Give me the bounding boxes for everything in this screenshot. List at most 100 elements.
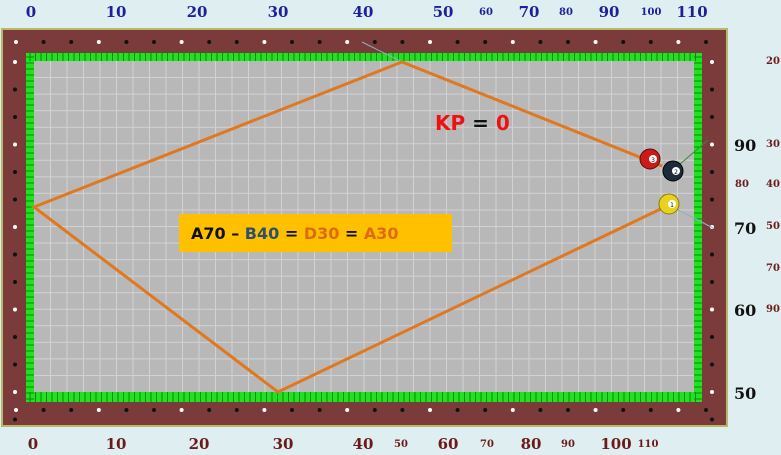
bottom-diamond-label: 110 — [637, 439, 659, 450]
top-diamond-label: 110 — [676, 3, 708, 21]
right-diamond-label: 20 — [766, 56, 780, 67]
diamond-marker — [676, 408, 681, 412]
ball-1-number: 1 — [670, 202, 674, 209]
right-diamond-label: 80 — [735, 179, 749, 190]
diamond-marker — [621, 408, 626, 412]
diamond-marker — [648, 40, 653, 44]
diamond-marker — [538, 408, 543, 412]
diamond-marker — [179, 408, 184, 412]
right-diamond-label: 50 — [734, 384, 757, 403]
bottom-diamond-label: 90 — [561, 439, 575, 450]
diamond-marker — [710, 142, 714, 147]
diamond-marker — [207, 408, 212, 412]
diamond-marker — [152, 408, 156, 412]
diamond-marker — [124, 408, 129, 412]
diamond-marker — [13, 142, 17, 147]
top-diamond-label: 20 — [186, 3, 208, 21]
diamond-marker — [710, 307, 714, 312]
diamond-marker — [428, 40, 432, 44]
diamond-marker — [345, 40, 350, 44]
diamond-marker — [704, 40, 708, 44]
diamond-marker — [13, 115, 17, 119]
diamond-marker — [710, 87, 714, 92]
diamond-marker — [179, 40, 184, 44]
diamond-marker — [400, 408, 405, 412]
top-diamond-label: 70 — [518, 3, 540, 21]
top-diamond-label: 30 — [267, 3, 289, 21]
diamond-marker — [710, 390, 714, 394]
diamond-marker — [455, 408, 460, 412]
formula-b40: B40 — [244, 223, 280, 243]
right-diamond-label: 90 — [734, 136, 757, 155]
right-diamond-label: 50 — [766, 221, 780, 232]
diamond-marker — [710, 280, 714, 284]
diamond-marker — [41, 40, 46, 44]
top-diamond-label: 60 — [479, 7, 493, 18]
kp-label: KP = 0 — [435, 111, 510, 135]
diamond-marker — [593, 40, 598, 44]
diamond-marker — [566, 408, 570, 412]
ball-path — [30, 60, 670, 394]
diamond-marker — [710, 362, 714, 367]
diamond-marker — [207, 40, 212, 44]
ball-3[interactable]: 3 — [639, 148, 661, 170]
diamond-marker — [152, 40, 156, 44]
diamond-marker — [13, 390, 17, 394]
diamond-marker — [428, 408, 432, 412]
bottom-diamond-label: 50 — [394, 439, 408, 450]
diamond-marker — [234, 408, 239, 412]
diamond-marker — [290, 40, 294, 44]
diamond-marker — [710, 252, 714, 257]
bottom-diamond-label: 100 — [600, 435, 632, 453]
diamond-marker — [14, 408, 18, 412]
right-diamond-label: 70 — [734, 219, 757, 238]
bottom-diamond-label: 20 — [188, 435, 210, 453]
ball-1[interactable]: 1 — [658, 193, 680, 215]
kp-equals: = — [465, 111, 496, 135]
cushion-marks — [26, 53, 702, 402]
ball-2[interactable]: 2 — [662, 160, 684, 182]
diamond-marker — [621, 40, 626, 44]
diamond-marker — [14, 40, 18, 44]
diamond-marker — [710, 170, 714, 174]
kp-value: 0 — [495, 111, 510, 135]
formula-d30: D30 — [303, 223, 340, 243]
formula-eq2: = — [339, 223, 364, 243]
formula-eq1: = — [279, 223, 304, 243]
diamond-marker — [13, 170, 17, 174]
diamond-marker — [483, 40, 488, 44]
diamond-marker — [13, 362, 17, 367]
top-diamond-label: 10 — [105, 3, 127, 21]
diamond-marker — [538, 40, 543, 44]
diamond-marker — [510, 40, 515, 44]
diamond-marker — [69, 40, 74, 44]
diamond-marker — [262, 408, 267, 412]
right-diamond-label: 90 — [766, 304, 780, 315]
top-diamond-label: 100 — [640, 7, 662, 18]
bottom-diamond-label: 60 — [437, 435, 459, 453]
diamond-marker — [648, 408, 653, 412]
diamond-marker — [13, 225, 17, 229]
diamond-marker — [317, 40, 322, 44]
right-diamond-label: 70 — [766, 263, 780, 274]
diamond-marker — [345, 408, 350, 412]
ball-2-number: 2 — [674, 169, 678, 176]
bottom-diamond-label: 10 — [105, 435, 127, 453]
top-diamond-label: 50 — [432, 3, 454, 21]
diamond-marker — [124, 40, 129, 44]
rail-diamonds — [13, 40, 714, 422]
diamond-marker — [317, 408, 322, 412]
top-diamond-label: 90 — [598, 3, 620, 21]
top-diamond-label: 40 — [352, 3, 374, 21]
top-diamond-label: 0 — [25, 3, 37, 21]
diamond-marker — [13, 87, 17, 92]
diamond-marker — [262, 40, 267, 44]
diamond-marker — [69, 408, 74, 412]
diamond-marker — [13, 335, 17, 339]
diamond-marker — [13, 60, 17, 64]
diamond-marker — [13, 252, 17, 257]
diamond-marker — [96, 40, 101, 44]
diamond-marker — [290, 408, 294, 412]
diamond-marker — [455, 40, 460, 44]
aim-line-top — [361, 41, 403, 63]
